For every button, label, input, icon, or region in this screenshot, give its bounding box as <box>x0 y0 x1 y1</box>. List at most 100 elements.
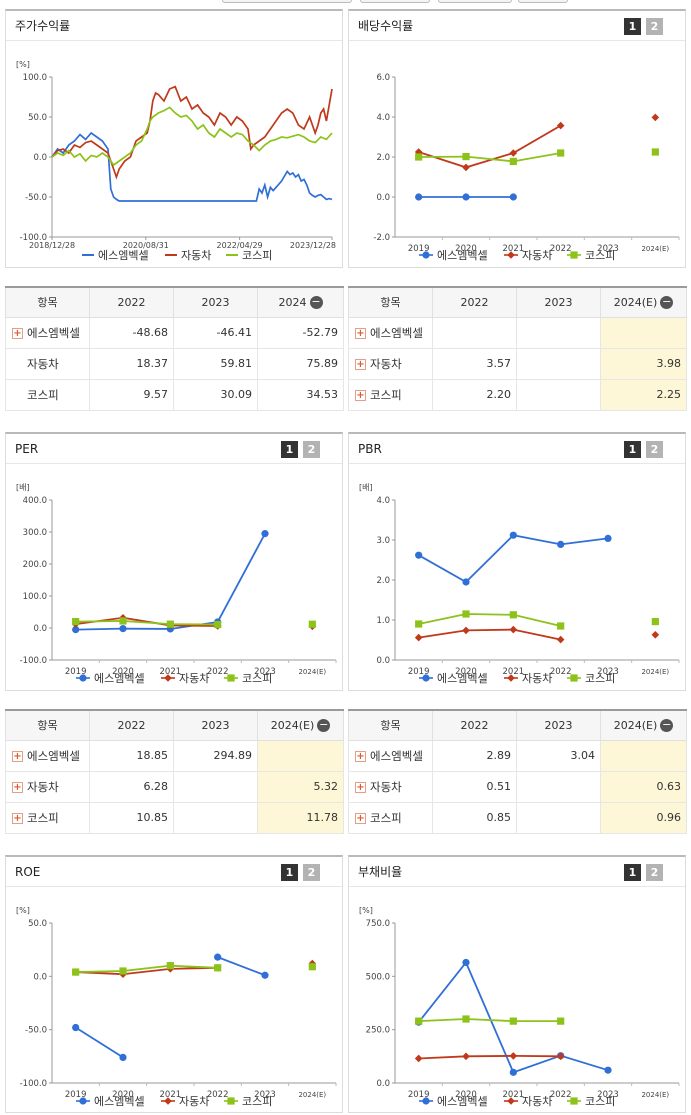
x-tick-label: 2021 <box>503 244 525 254</box>
page-1-button[interactable]: 1 <box>624 864 641 881</box>
panel-title: PBR <box>358 442 382 456</box>
toolbar-button[interactable] <box>222 0 352 3</box>
x-tick-label: 2018/12/28 <box>29 241 75 250</box>
cell-value: 0.51 <box>432 770 517 803</box>
expand-icon[interactable]: + <box>12 812 23 824</box>
x-tick-label: 2020 <box>112 1090 134 1100</box>
collapse-icon[interactable]: − <box>309 295 323 309</box>
y-tick-label: 0.0 <box>376 1079 390 1089</box>
page-1-button[interactable]: 1 <box>624 441 641 458</box>
x-tick-label: 2023 <box>597 244 619 254</box>
table-row: + 코스피 0.85 0.96 <box>348 801 687 834</box>
data-point <box>261 530 269 538</box>
expand-icon[interactable]: + <box>355 358 366 370</box>
data-point <box>509 531 517 539</box>
expand-icon[interactable]: + <box>355 781 366 793</box>
expand-icon[interactable]: + <box>12 327 23 339</box>
y-tick-label: -50.0 <box>25 193 47 203</box>
y-tick-label: 4.0 <box>376 496 390 506</box>
legend-label: 에스엠벡셀 <box>437 672 488 685</box>
data-point <box>308 963 316 971</box>
cell-value <box>516 801 601 834</box>
collapse-icon[interactable]: − <box>660 295 674 309</box>
cell-value: 30.09 <box>173 378 258 411</box>
y-tick-label: -100.0 <box>20 233 47 243</box>
data-point <box>119 617 127 625</box>
header-year: 2023 <box>173 286 258 318</box>
expand-icon[interactable]: + <box>355 389 366 401</box>
x-tick-label: 2023 <box>597 1090 619 1100</box>
header-year: 2022 <box>89 709 174 741</box>
data-point <box>462 153 470 161</box>
cell-value <box>432 316 517 349</box>
page-2-button[interactable]: 2 <box>646 18 663 35</box>
data-point <box>72 626 80 634</box>
expand-icon[interactable]: + <box>355 812 366 824</box>
toolbar-button[interactable] <box>438 0 512 3</box>
expand-icon[interactable]: + <box>12 781 23 793</box>
cell-value <box>257 739 344 772</box>
cell-value: 11.78 <box>257 801 344 834</box>
data-point <box>509 1017 517 1025</box>
x-tick-label: 2024(E) <box>641 668 669 676</box>
x-tick-label: 2024(E) <box>298 668 326 676</box>
cell-value: 2.25 <box>600 378 687 411</box>
data-point <box>507 1097 515 1105</box>
y-tick-label: 500.0 <box>366 972 390 982</box>
data-point <box>415 551 423 559</box>
row-name: 에스엠벡셀 <box>370 325 423 340</box>
data-point <box>557 1017 565 1025</box>
cell-value: 59.81 <box>173 347 258 380</box>
legend-label: 코스피 <box>585 249 615 262</box>
data-point <box>462 610 470 618</box>
data-point <box>509 157 517 165</box>
page-2-button[interactable]: 2 <box>646 864 663 881</box>
collapse-icon[interactable]: − <box>317 718 331 732</box>
cell-value <box>516 378 601 411</box>
page-2-button[interactable]: 2 <box>646 441 663 458</box>
data-point <box>651 148 659 156</box>
x-tick-label: 2021 <box>160 667 182 677</box>
x-tick-label: 2022 <box>550 667 572 677</box>
data-point <box>422 674 430 682</box>
panel-title: 주가수익률 <box>6 11 342 41</box>
legend-label: 에스엠벡셀 <box>437 249 488 262</box>
cell-value <box>600 739 687 772</box>
data-point <box>166 962 174 970</box>
table-row: + 자동차 0.51 0.63 <box>348 770 687 803</box>
page-2-button[interactable]: 2 <box>303 864 320 881</box>
page-1-button[interactable]: 1 <box>281 864 298 881</box>
data-point <box>462 163 470 172</box>
cell-value <box>173 801 258 834</box>
y-tick-label: 1.0 <box>376 616 390 626</box>
expand-icon[interactable]: + <box>355 750 366 762</box>
x-tick-label: 2024(E) <box>641 1091 669 1099</box>
row-name: 자동차 <box>370 779 402 794</box>
x-tick-label: 2019 <box>408 667 430 677</box>
per-table: 항목 2022 2023 2024(E) − + 에스엠벡셀 18.85 294.8… <box>5 709 344 834</box>
header-year: 2023 <box>173 709 258 741</box>
table-row: + 에스엠벡셀 <box>348 316 687 349</box>
data-point <box>79 674 87 682</box>
toolbar-button[interactable] <box>360 0 430 3</box>
cell-value: 9.57 <box>89 378 174 411</box>
toolbar-button[interactable] <box>518 0 568 3</box>
y-tick-label: 50.0 <box>28 113 47 123</box>
series-line <box>217 956 266 977</box>
y-tick-label: 300.0 <box>23 528 47 538</box>
x-tick-label: 2020 <box>455 1090 477 1100</box>
x-tick-label: 2020 <box>455 667 477 677</box>
collapse-icon[interactable]: − <box>660 718 674 732</box>
header-year-current: 2024− <box>257 286 344 318</box>
page-2-button[interactable]: 2 <box>303 441 320 458</box>
cell-value: 2.89 <box>432 739 517 772</box>
y-tick-label: 0.0 <box>376 193 390 203</box>
data-point <box>72 968 80 976</box>
expand-icon[interactable]: + <box>355 327 366 339</box>
expand-icon[interactable]: + <box>12 750 23 762</box>
x-tick-label: 2020/08/31 <box>123 241 169 250</box>
data-point <box>556 121 565 130</box>
table-row: + 에스엠벡셀 -48.68 -46.41 -52.79 <box>5 316 344 349</box>
page-1-button[interactable]: 1 <box>624 18 641 35</box>
page-1-button[interactable]: 1 <box>281 441 298 458</box>
